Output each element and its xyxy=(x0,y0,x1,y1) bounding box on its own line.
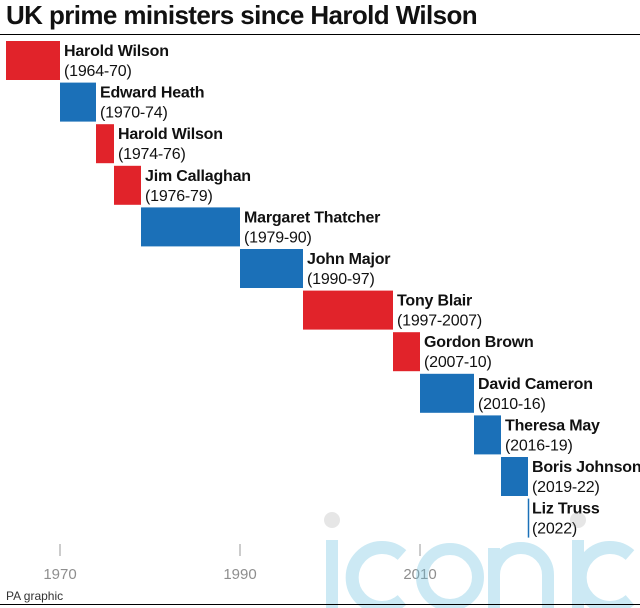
x-tick-label: 2010 xyxy=(403,566,436,583)
pm-years-label: (1997-2007) xyxy=(397,313,482,330)
term-bar xyxy=(420,373,474,413)
term-bar xyxy=(114,165,141,205)
chart-title: UK prime ministers since Harold Wilson xyxy=(6,0,478,30)
pm-name-label: Gordon Brown xyxy=(424,334,534,351)
source-credit: PA graphic xyxy=(6,589,64,603)
pm-name-label: John Major xyxy=(307,251,390,268)
pm-name-label: Harold Wilson xyxy=(64,43,169,60)
x-tick-label: 1990 xyxy=(223,566,256,583)
pm-name-label: Boris Johnson xyxy=(532,459,640,476)
pm-years-label: (2016-19) xyxy=(505,437,573,454)
pm-name-label: Tony Blair xyxy=(397,293,472,310)
pm-name-label: Margaret Thatcher xyxy=(244,209,380,226)
pm-years-label: (1979-90) xyxy=(244,229,312,246)
pm-years-label: (1970-74) xyxy=(100,105,168,122)
pm-years-label: (2019-22) xyxy=(532,479,600,496)
pm-name-label: Harold Wilson xyxy=(118,126,223,143)
pm-name-label: Liz Truss xyxy=(532,501,600,518)
pm-years-label: (1976-79) xyxy=(145,188,213,205)
term-bar xyxy=(393,332,420,372)
pm-name-label: David Cameron xyxy=(478,376,593,393)
term-bar xyxy=(6,41,60,80)
pm-years-label: (2010-16) xyxy=(478,396,546,413)
bottom-rule xyxy=(0,604,640,605)
term-bar xyxy=(501,457,528,496)
x-tick-label: 1970 xyxy=(43,566,76,583)
pm-years-label: (1990-97) xyxy=(307,271,375,288)
term-bar xyxy=(303,290,393,330)
title-rule xyxy=(0,34,640,35)
term-bar xyxy=(240,249,303,288)
pm-name-label: Edward Heath xyxy=(100,85,204,102)
term-bar xyxy=(60,82,96,122)
pm-years-label: (1964-70) xyxy=(64,63,132,80)
term-bar xyxy=(96,124,114,164)
term-bar xyxy=(474,415,501,455)
pm-years-label: (2022) xyxy=(532,521,577,538)
pm-name-label: Theresa May xyxy=(505,417,600,434)
pm-years-label: (1974-76) xyxy=(118,146,186,163)
pm-years-label: (2007-10) xyxy=(424,354,492,371)
pm-name-label: Jim Callaghan xyxy=(145,168,251,185)
term-bar xyxy=(141,207,240,247)
